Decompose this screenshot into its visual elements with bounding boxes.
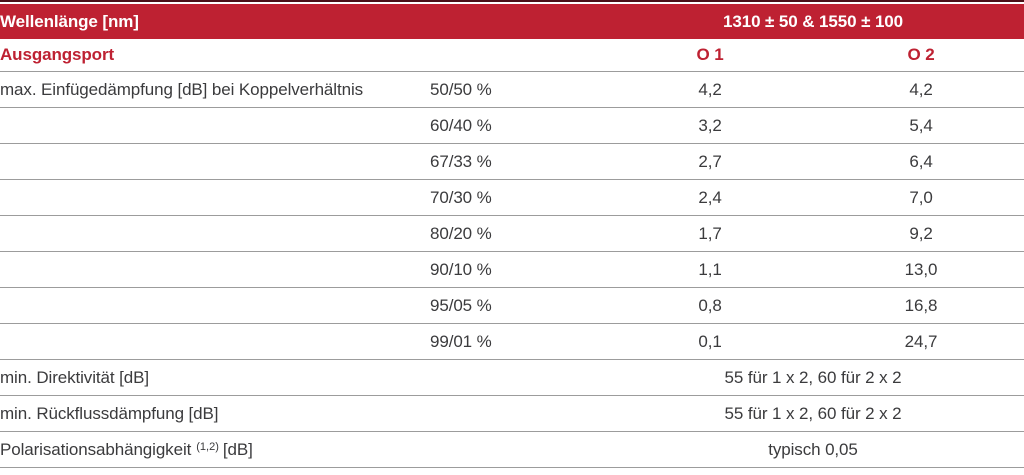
o2-value-cell: 9,2 <box>818 215 1024 252</box>
o1-value-cell: 4,2 <box>602 71 819 108</box>
output-port-row: Ausgangsport O 1 O 2 <box>0 39 1024 72</box>
table-row: 80/20 % 1,7 9,2 <box>0 215 1024 252</box>
insertion-loss-label: max. Einfügedämpfung [dB] bei Koppelverh… <box>0 71 430 108</box>
polarization-dependence-label: Polarisationsabhängigkeit (1,2) [dB] <box>0 431 603 468</box>
empty-cell <box>0 179 430 216</box>
o2-value-cell: 5,4 <box>818 107 1024 144</box>
polarization-label-text: Polarisationsabhängigkeit <box>0 439 192 459</box>
polarization-dependence-value: typisch 0,05 <box>602 431 1024 468</box>
empty-cell <box>0 287 430 324</box>
empty-cell <box>0 143 430 180</box>
output-port-label: Ausgangsport <box>0 39 430 72</box>
o2-value-cell: 24,7 <box>818 323 1024 360</box>
coupling-ratio-cell: 95/05 % <box>430 287 603 324</box>
coupling-ratio-cell: 90/10 % <box>430 251 603 288</box>
o1-value-cell: 2,4 <box>602 179 819 216</box>
wavelength-spec-table: Wellenlänge [nm] 1310 ± 50 & 1550 ± 100 … <box>0 4 1024 468</box>
table-header-row: Wellenlänge [nm] 1310 ± 50 & 1550 ± 100 <box>0 4 1024 39</box>
table-row: 90/10 % 1,1 13,0 <box>0 251 1024 288</box>
coupling-ratio-cell: 80/20 % <box>430 215 603 252</box>
coupling-ratio-cell: 70/30 % <box>430 179 603 216</box>
o1-value-cell: 3,2 <box>602 107 819 144</box>
o2-value-cell: 4,2 <box>818 71 1024 108</box>
table-row: 67/33 % 2,7 6,4 <box>0 143 1024 180</box>
wavelength-range-value: 1310 ± 50 & 1550 ± 100 <box>602 4 1024 39</box>
o1-value-cell: 1,7 <box>602 215 819 252</box>
port-o2-header: O 2 <box>818 39 1024 72</box>
table-row: 99/01 % 0,1 24,7 <box>0 323 1024 360</box>
o2-value-cell: 6,4 <box>818 143 1024 180</box>
return-loss-value: 55 für 1 x 2, 60 für 2 x 2 <box>602 395 1024 432</box>
empty-cell <box>0 323 430 360</box>
coupling-ratio-cell: 99/01 % <box>430 323 603 360</box>
return-loss-label: min. Rückflussdämpfung [dB] <box>0 395 603 432</box>
footnote-superscript: (1,2) <box>196 440 219 453</box>
empty-cell <box>0 215 430 252</box>
empty-cell <box>0 251 430 288</box>
coupling-ratio-cell: 50/50 % <box>430 71 603 108</box>
table-row: 70/30 % 2,4 7,0 <box>0 179 1024 216</box>
o2-value-cell: 7,0 <box>818 179 1024 216</box>
o1-value-cell: 2,7 <box>602 143 819 180</box>
table-row: Polarisationsabhängigkeit (1,2) [dB] typis… <box>0 431 1024 468</box>
coupling-ratio-cell: 60/40 % <box>430 107 603 144</box>
directivity-value: 55 für 1 x 2, 60 für 2 x 2 <box>602 359 1024 396</box>
wavelength-header-label: Wellenlänge [nm] <box>0 4 603 39</box>
port-o1-header: O 1 <box>602 39 819 72</box>
o2-value-cell: 16,8 <box>818 287 1024 324</box>
top-rule-divider <box>0 0 1024 2</box>
o2-value-cell: 13,0 <box>818 251 1024 288</box>
directivity-label: min. Direktivität [dB] <box>0 359 603 396</box>
table-row: max. Einfügedämpfung [dB] bei Koppelverh… <box>0 71 1024 108</box>
coupling-ratio-cell: 67/33 % <box>430 143 603 180</box>
o1-value-cell: 0,1 <box>602 323 819 360</box>
table-row: min. Rückflussdämpfung [dB] 55 für 1 x 2… <box>0 395 1024 432</box>
empty-cell <box>430 39 603 72</box>
table-row: 60/40 % 3,2 5,4 <box>0 107 1024 144</box>
o1-value-cell: 1,1 <box>602 251 819 288</box>
table-row: min. Direktivität [dB] 55 für 1 x 2, 60 … <box>0 359 1024 396</box>
empty-cell <box>0 107 430 144</box>
polarization-label-unit: [dB] <box>222 439 253 459</box>
o1-value-cell: 0,8 <box>602 287 819 324</box>
table-row: 95/05 % 0,8 16,8 <box>0 287 1024 324</box>
